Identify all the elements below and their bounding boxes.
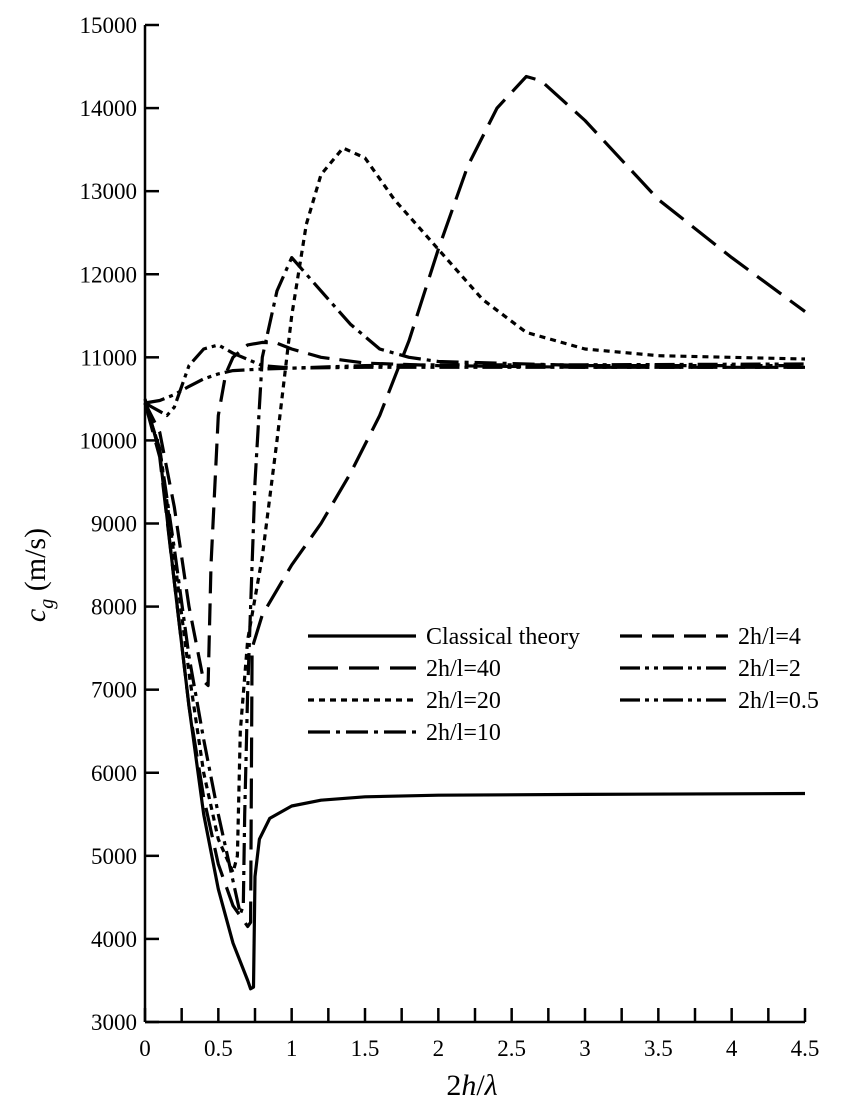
y-tick-label: 6000 bbox=[91, 761, 137, 786]
x-tick-label: 4 bbox=[726, 1036, 738, 1061]
legend-label: 2h/l=4 bbox=[738, 624, 801, 650]
x-tick-label: 1 bbox=[286, 1036, 298, 1061]
y-tick-label: 14000 bbox=[80, 96, 138, 121]
y-axis-title: cg (m/s) bbox=[19, 528, 58, 622]
legend-label: 2h/l=0.5 bbox=[738, 688, 819, 714]
series-line-4 bbox=[143, 340, 805, 688]
series-line-1 bbox=[143, 74, 806, 929]
legend-label: 2h/l=2 bbox=[738, 656, 801, 682]
legend-label: Classical theory bbox=[426, 624, 580, 650]
x-axis-title: 2h/λ bbox=[446, 1069, 497, 1102]
y-tick-label: 5000 bbox=[91, 844, 137, 869]
y-tick-label: 12000 bbox=[80, 262, 138, 287]
y-tick-label: 8000 bbox=[91, 595, 137, 620]
legend-label: 2h/l=40 bbox=[426, 656, 501, 682]
y-tick-label: 15000 bbox=[80, 13, 138, 38]
y-tick-label: 4000 bbox=[91, 927, 137, 952]
legend: Classical theory 2h/l=40 2h/l=20 2h/l=10 2h/… bbox=[308, 624, 819, 746]
series-line-3 bbox=[143, 256, 805, 916]
legend-label: 2h/l=10 bbox=[426, 720, 501, 746]
series-line-2 bbox=[143, 146, 806, 875]
x-tick-label: 1.5 bbox=[351, 1036, 380, 1061]
y-tick-label: 7000 bbox=[91, 678, 137, 703]
y-ticks: 3000 4000 5000 6000 7000 8000 9000 10000 11000 12… bbox=[80, 13, 159, 1035]
y-tick-label: 10000 bbox=[80, 428, 138, 453]
x-ticks: 0 0.5 1 1.5 2 2.5 3 3.5 4 4.5 bbox=[139, 1008, 819, 1061]
legend-label: 2h/l=20 bbox=[426, 688, 501, 714]
y-tick-label: 11000 bbox=[80, 345, 137, 370]
x-tick-label: 3 bbox=[579, 1036, 591, 1061]
y-tick-label: 13000 bbox=[80, 179, 138, 204]
x-tick-label: 2 bbox=[433, 1036, 445, 1061]
series-line-5 bbox=[144, 343, 806, 418]
series-line-6 bbox=[144, 365, 805, 405]
series-layer bbox=[143, 74, 806, 991]
y-tick-label: 3000 bbox=[91, 1010, 137, 1035]
x-tick-label: 2.5 bbox=[497, 1036, 526, 1061]
x-tick-label: 3.5 bbox=[644, 1036, 673, 1061]
y-tick-label: 9000 bbox=[91, 512, 137, 537]
x-tick-label: 0.5 bbox=[204, 1036, 233, 1061]
x-tick-label: 0 bbox=[139, 1036, 151, 1061]
plot-area: 0 0.5 1 1.5 2 2.5 3 3.5 4 4.5 3000 4000 5000 6000 700… bbox=[80, 13, 820, 1061]
x-tick-label: 4.5 bbox=[791, 1036, 820, 1061]
